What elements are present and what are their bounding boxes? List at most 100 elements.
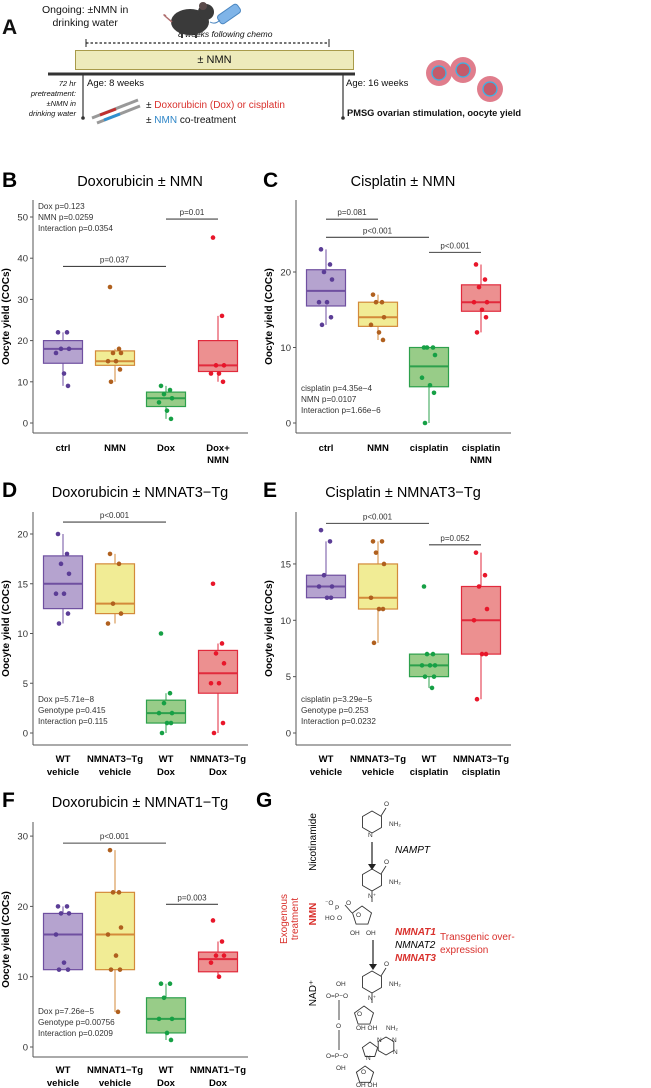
nmn-bar-label: ± NMN — [197, 54, 232, 66]
chart-title: Doxorubicin ± NMN — [77, 174, 203, 190]
data-point — [208, 680, 214, 686]
data-point — [53, 350, 59, 356]
data-point — [324, 299, 330, 305]
pre-line4: drinking water — [28, 109, 76, 118]
x-tick-label: cisplatin — [462, 767, 501, 778]
x-tick-label: cisplatin — [410, 443, 449, 454]
data-point — [220, 720, 226, 726]
atom-label: OH OH — [356, 1082, 378, 1088]
data-point — [380, 606, 386, 612]
x-tick-label: Dox+ — [206, 443, 230, 454]
box — [42, 340, 84, 364]
exogenous-label: treatment — [290, 898, 301, 940]
ribose-ring — [351, 905, 373, 925]
data-point — [107, 284, 113, 290]
nmnat1-label: NMNAT1 — [395, 927, 436, 938]
x-tick-label: WT — [159, 1065, 174, 1076]
stats-line: NMN p=0.0259 — [38, 213, 94, 222]
atom-label: N — [393, 1049, 398, 1056]
panel-b: B Doxorubicin ± NMN Oocyte yield (COCs) 0 10… — [1, 169, 248, 466]
nad-label: NAD⁺ — [308, 980, 319, 1006]
data-point — [370, 292, 376, 297]
x-tick-label: WT — [56, 1065, 71, 1076]
data-point — [108, 967, 114, 972]
x-tick-label: NMN — [104, 443, 126, 454]
y-tick-label: 20 — [17, 902, 28, 913]
nad-ribose-ring — [353, 1005, 375, 1025]
ongoing-line2: drinking water — [52, 17, 118, 29]
box-group-3 — [460, 550, 502, 702]
x-tick-label: Dox — [209, 767, 228, 778]
data-point — [220, 379, 226, 385]
nmnat2-label: NMNAT2 — [395, 940, 436, 951]
x-tick-label: WT — [159, 754, 174, 765]
data-point — [164, 720, 170, 726]
data-point — [116, 890, 122, 895]
atom-label: OH — [350, 930, 360, 937]
x-tick-label: ctrl — [56, 443, 71, 454]
nmn-label: NMN — [154, 115, 178, 126]
data-point — [158, 383, 164, 389]
data-point — [484, 606, 490, 612]
atom-label: O — [336, 1023, 341, 1030]
atom-label: N — [368, 832, 373, 839]
y-tick-label: 50 — [17, 213, 28, 224]
box-group-3 — [460, 262, 502, 335]
box — [145, 997, 187, 1034]
data-point — [168, 1037, 174, 1043]
x-tick-label: vehicle — [99, 767, 131, 778]
x-tick-label: vehicle — [362, 767, 394, 778]
data-point — [421, 584, 427, 589]
atom-label: N⁺ — [368, 995, 377, 1002]
data-point — [169, 395, 175, 401]
atom-label: O — [356, 912, 361, 919]
atom-label: O — [384, 961, 389, 968]
data-point — [161, 391, 167, 397]
atom-label: HO — [325, 915, 335, 922]
data-point — [116, 346, 122, 352]
stats-line: Interaction p=0.0209 — [38, 1029, 113, 1038]
plus-minus: ± — [146, 100, 155, 111]
y-tick-label: 40 — [17, 254, 28, 265]
box — [42, 912, 84, 971]
y-tick-label: 10 — [280, 343, 291, 354]
x-tick-label: NMNAT3−Tg — [350, 754, 406, 765]
stats-line: Dox p=0.123 — [38, 202, 85, 211]
box-group-3 — [197, 581, 239, 736]
data-point — [318, 527, 324, 533]
data-point — [318, 247, 324, 252]
y-tick-label: 20 — [17, 530, 28, 541]
data-point — [219, 313, 225, 319]
data-point — [211, 730, 217, 736]
data-point — [221, 363, 227, 368]
box-group-3 — [197, 235, 239, 385]
nad-pyridinium-ring — [362, 970, 382, 994]
nmn-treatment-bar: ± NMN — [75, 50, 354, 70]
data-point — [380, 337, 386, 343]
duration-label: 8 weeks following chemo — [178, 29, 273, 39]
data-point — [368, 595, 374, 601]
p-value-label: p<0.001 — [363, 512, 393, 521]
atom-label: N — [377, 1037, 382, 1044]
data-point — [117, 367, 123, 372]
p-value-label: p<0.001 — [363, 226, 393, 235]
data-point — [105, 621, 111, 626]
atom-label: O — [346, 900, 351, 907]
transgenic-label: expression — [440, 945, 488, 956]
data-point — [427, 663, 433, 668]
data-point — [474, 330, 480, 335]
y-tick-label: 10 — [17, 972, 28, 983]
data-point — [316, 299, 322, 305]
data-point — [329, 277, 335, 282]
atom-label: OH — [336, 1065, 346, 1072]
bond — [380, 807, 387, 817]
data-point — [64, 551, 70, 557]
nicotinamide-label: Nicotinamide — [308, 813, 319, 871]
data-point — [221, 953, 227, 958]
p-value-label: p=0.052 — [440, 534, 470, 543]
ongoing-note: Ongoing: ±NMN in drinking water — [42, 4, 128, 30]
x-tick-label: cisplatin — [410, 767, 449, 778]
data-point — [66, 571, 72, 577]
x-tick-label: Dox — [157, 767, 176, 778]
